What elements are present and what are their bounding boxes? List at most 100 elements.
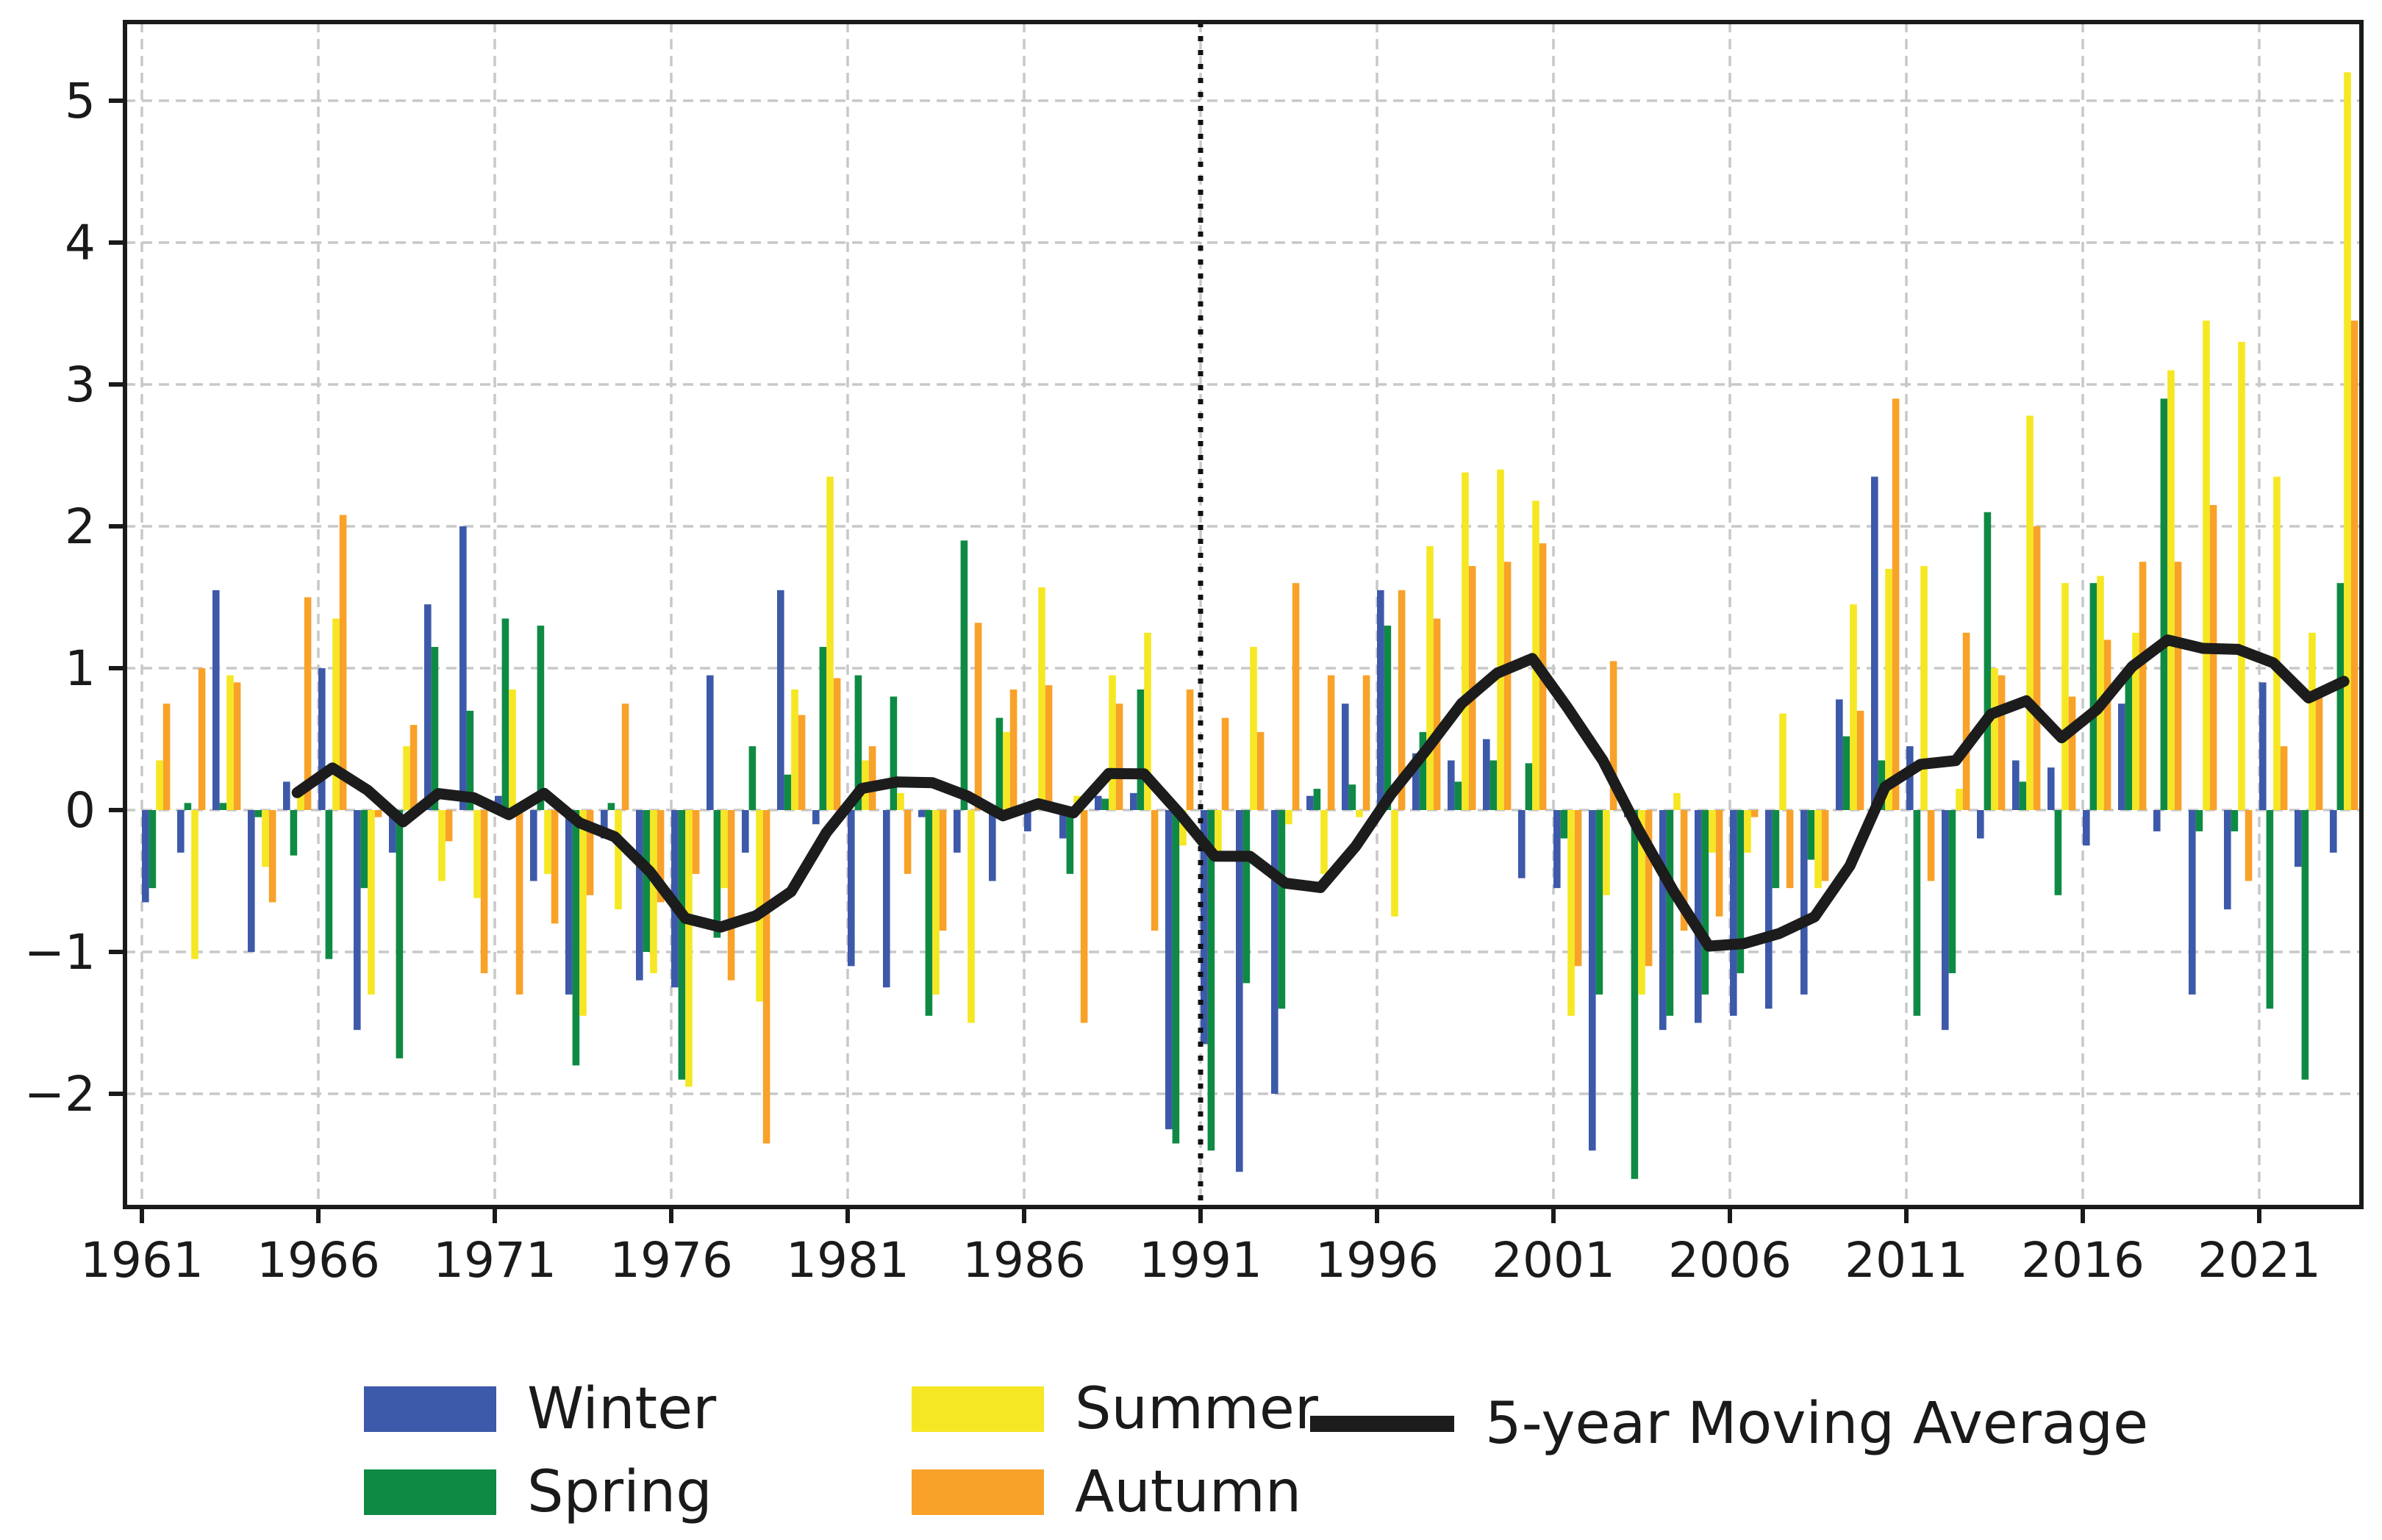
bar-1980-winter	[812, 810, 820, 825]
bar-1996-autumn	[1398, 590, 1406, 810]
bar-2020-summer	[2238, 342, 2245, 811]
bar-2023-spring	[2336, 583, 2345, 810]
bar-2014-spring	[2019, 781, 2027, 810]
bar-1971-winter	[495, 795, 502, 810]
bar-1961-winter	[142, 810, 149, 903]
bar-1966-autumn	[339, 515, 347, 810]
bar-2014-autumn	[2033, 526, 2041, 810]
bar-1983-autumn	[939, 810, 947, 931]
bar-2019-summer	[2203, 320, 2210, 810]
plot-frame	[123, 20, 2364, 1209]
bar-1997-autumn	[1433, 618, 1441, 810]
bar-1967-winter	[354, 810, 361, 1031]
bar-2010-autumn	[1892, 398, 1900, 810]
bar-1982-summer	[897, 792, 904, 810]
bar-1988-winter	[1095, 795, 1102, 810]
bar-1976-summer	[685, 810, 693, 1087]
y-tick-label-3: 3	[65, 357, 96, 413]
bar-1963-winter	[212, 590, 220, 810]
bar-2022-summer	[2308, 632, 2316, 810]
bar-2005-autumn	[1715, 810, 1723, 917]
bar-1990-winter	[1165, 810, 1173, 1130]
bar-2009-summer	[1850, 604, 1857, 810]
bar-2007-winter	[1765, 810, 1773, 1009]
legend-label-spring: Spring	[527, 1459, 712, 1525]
bar-1986-autumn	[1045, 685, 1053, 810]
legend-item-moving-average: 5-year Moving Average	[1310, 1391, 2148, 1457]
bar-2017-autumn	[2139, 562, 2147, 810]
bar-1998-spring	[1454, 781, 1462, 810]
bar-2007-autumn	[1786, 810, 1794, 889]
y-tick-label--1: −1	[24, 924, 96, 981]
bar-1980-spring	[819, 647, 827, 810]
bar-1977-autumn	[727, 810, 735, 981]
bar-1991-autumn	[1221, 717, 1229, 810]
bar-2023-autumn	[2350, 320, 2358, 810]
bar-1994-autumn	[1327, 675, 1335, 810]
bar-1966-winter	[318, 668, 326, 810]
bar-1964-winter	[248, 810, 255, 952]
y-tick-label-0: 0	[65, 782, 96, 839]
bar-1979-autumn	[798, 715, 806, 810]
bar-1963-autumn	[233, 682, 241, 810]
bar-2010-winter	[1871, 476, 1878, 810]
bar-1989-winter	[1130, 792, 1137, 810]
bar-1991-spring	[1207, 810, 1215, 1151]
bar-2000-spring	[1525, 763, 1533, 810]
moving-average-line	[291, 634, 2350, 952]
bar-1962-summer	[191, 810, 198, 959]
bar-2006-winter	[1730, 810, 1737, 1016]
bar-1968-winter	[389, 810, 396, 853]
bar-2020-spring	[2231, 810, 2239, 831]
x-tick-label-1996: 1996	[1315, 1232, 1439, 1289]
bar-1982-spring	[890, 696, 898, 810]
bar-1984-autumn	[974, 623, 982, 810]
summer-swatch-icon	[912, 1386, 1044, 1432]
bar-1978-winter	[742, 810, 749, 853]
bar-1961-summer	[156, 760, 163, 810]
bar-2013-spring	[1984, 512, 1992, 810]
bar-1964-spring	[254, 810, 262, 817]
bar-2001-spring	[1560, 810, 1568, 839]
bar-1974-autumn	[621, 703, 629, 810]
y-tick-label-2: 2	[65, 498, 96, 555]
y-tick-label-1: 1	[65, 640, 96, 697]
bar-2000-winter	[1518, 810, 1526, 878]
bar-1999-summer	[1497, 469, 1504, 810]
bar-2016-spring	[2089, 583, 2097, 810]
bar-2012-spring	[1948, 810, 1956, 973]
bar-1988-autumn	[1115, 703, 1123, 810]
bar-2020-autumn	[2245, 810, 2253, 881]
bar-2021-summer	[2273, 476, 2281, 810]
bar-1970-winter	[459, 526, 467, 810]
legend-item-spring: Spring	[364, 1459, 712, 1525]
bar-2001-winter	[1553, 810, 1561, 889]
bar-1989-summer	[1144, 632, 1151, 810]
bar-1983-spring	[925, 810, 933, 1016]
bar-2005-winter	[1695, 810, 1702, 1023]
bar-1972-winter	[530, 810, 537, 881]
bar-2004-spring	[1666, 810, 1674, 1016]
bar-1979-spring	[784, 774, 792, 810]
bar-1984-spring	[960, 540, 968, 810]
bar-1974-summer	[615, 810, 622, 910]
bar-2005-spring	[1701, 810, 1709, 995]
bar-2015-autumn	[2068, 696, 2076, 810]
bar-1995-summer	[1356, 810, 1363, 817]
bar-1967-summer	[368, 810, 375, 995]
bar-1971-spring	[501, 618, 509, 810]
bar-2021-spring	[2266, 810, 2274, 1009]
bar-1974-winter	[601, 810, 608, 839]
bar-1997-winter	[1412, 753, 1420, 810]
legend-label-moving-average: 5-year Moving Average	[1485, 1391, 2149, 1457]
bar-1991-winter	[1201, 810, 1208, 1045]
bar-2013-winter	[1977, 810, 1984, 839]
bar-1997-summer	[1426, 546, 1434, 810]
bar-1998-summer	[1462, 472, 1469, 810]
bar-1973-winter	[565, 810, 573, 995]
bar-1970-autumn	[480, 810, 488, 973]
bar-2006-spring	[1737, 810, 1745, 973]
bar-1965-summer	[297, 791, 304, 810]
bar-2018-spring	[2160, 398, 2168, 810]
